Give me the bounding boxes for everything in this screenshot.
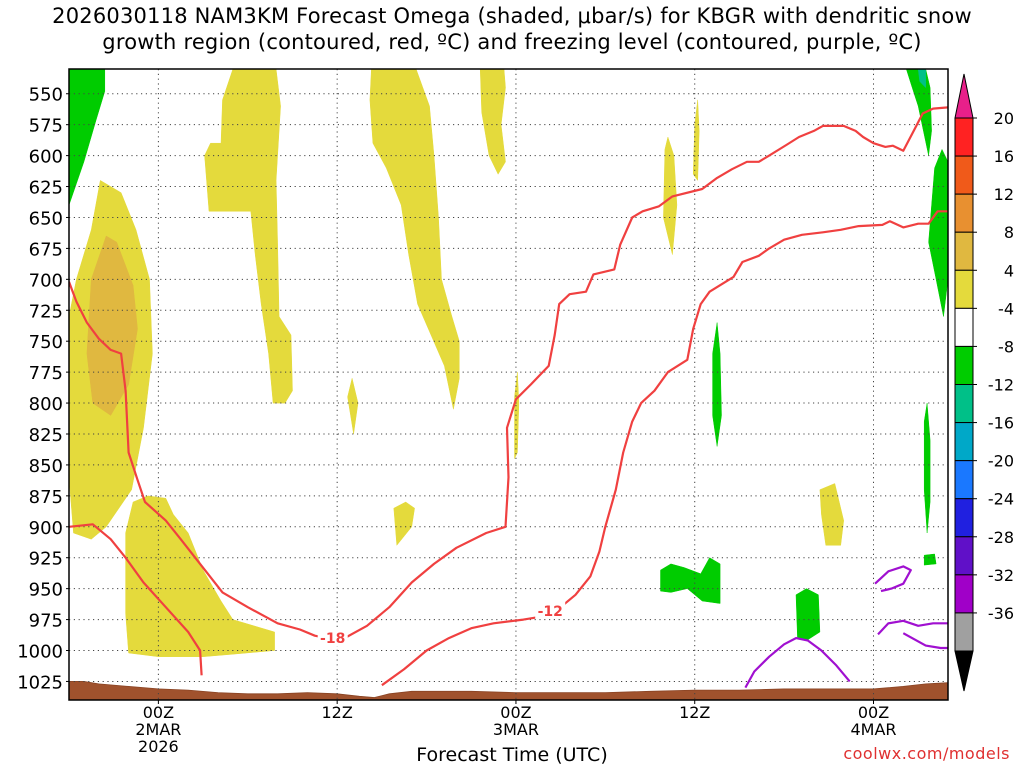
colorbar-swatch (954, 231, 974, 271)
omega-region-green-right-edge (928, 148, 948, 317)
colorbar-top-arrow (954, 73, 974, 119)
colorbar-label: -12 (988, 376, 1014, 395)
colorbar-swatch (954, 422, 974, 462)
colorbar-label: 20 (994, 109, 1014, 128)
y-tick-label: 850 (29, 456, 63, 477)
colorbar-label: 4 (1004, 261, 1014, 280)
colorbar-swatch (954, 307, 974, 347)
colorbar-swatch (954, 345, 974, 385)
omega-region-green-blob-40-43 (660, 557, 721, 604)
y-tick-label: 825 (29, 425, 63, 446)
y-tick-label: 775 (29, 363, 63, 384)
colorbar-swatch (954, 384, 974, 424)
omega-region-green-strip-57 (923, 403, 931, 534)
y-tick-label: 900 (29, 518, 63, 539)
x-tick-label: 00Z (858, 703, 889, 722)
source-credit: coolwx.com/models (843, 744, 1010, 763)
dgz-contour-1 (69, 106, 948, 640)
colorbar-label: -8 (998, 337, 1014, 356)
x-tick-label: 12Z (322, 703, 353, 722)
colorbar-label: 12 (994, 185, 1014, 204)
colorbar-label: -20 (988, 452, 1014, 471)
omega-region-green-small-57-925 (923, 553, 937, 566)
omega-region-yellow-small-49 (819, 483, 844, 546)
y-tick-label: 1000 (17, 642, 63, 663)
colorbar-label: 16 (994, 147, 1014, 166)
colorbar-swatch (954, 612, 974, 652)
freezing-contour-1 (874, 565, 912, 593)
y-tick-label: 600 (29, 147, 63, 168)
omega-region-yellow-col-19-22 (369, 69, 460, 410)
y-tick-label: 975 (29, 611, 63, 632)
dgz-contour-2 (69, 523, 203, 676)
y-tick-label: 725 (29, 301, 63, 322)
omega-region-yellow-col-8-10 (204, 69, 293, 404)
contour-label-bg (317, 628, 348, 647)
colorbar-swatch (954, 536, 974, 576)
terrain-surface (69, 681, 948, 700)
y-tick-label: 575 (29, 116, 63, 137)
x-axis-title: Forecast Time (UTC) (0, 744, 1024, 766)
y-tick-label: 625 (29, 178, 63, 199)
colorbar-label: -36 (988, 604, 1014, 623)
plot-frame (68, 68, 949, 701)
omega-region-teal-top-right (917, 69, 926, 89)
colorbar-label: -24 (988, 490, 1014, 509)
y-tick-label: 650 (29, 208, 63, 229)
colorbar-swatch (954, 193, 974, 233)
colorbar-label: 8 (1004, 223, 1014, 242)
freezing-contour-3 (902, 632, 948, 650)
omega-region-yellow-small-895 (393, 501, 415, 546)
freezing-contour-2 (877, 619, 948, 636)
x-tick-label: 2MAR (135, 720, 181, 739)
colorbar-swatch (954, 117, 974, 157)
colorbar-label: -4 (998, 299, 1014, 318)
colorbar-swatch (954, 574, 974, 614)
chart-title-line2: growth region (contoured, red, ºC) and f… (102, 30, 922, 54)
omega-region-green-top-left (69, 69, 106, 206)
x-tick-label: 12Z (679, 703, 710, 722)
omega-region-yellow-small-803 (347, 378, 359, 435)
omega-region-green-strip-43 (712, 322, 722, 447)
omega-region-green-blob-49 (795, 588, 821, 641)
x-tick-label: 00Z (143, 703, 174, 722)
omega-region-green-top-right (906, 69, 932, 156)
colorbar-label: -28 (988, 528, 1014, 547)
omega-region-yellow-strip-39 (663, 136, 678, 255)
x-tick-label: 4MAR (850, 720, 896, 739)
y-tick-label: 800 (29, 394, 63, 415)
colorbar-label: -32 (988, 566, 1014, 585)
colorbar-swatch (954, 269, 974, 309)
x-tick-label: 2026 (138, 737, 179, 756)
contour-label-bg (535, 600, 566, 619)
omega-region-yellow-strip-30 (514, 372, 520, 459)
y-tick-label: 950 (29, 580, 63, 601)
colorbar-label: -16 (988, 414, 1014, 433)
y-tick-label: 925 (29, 549, 63, 570)
x-tick-label: 3MAR (493, 720, 539, 739)
colorbar-swatch (954, 155, 974, 195)
freezing-contour-0 (744, 637, 851, 689)
colorbar-swatch (954, 498, 974, 538)
chart-title-line1: 2026030118 NAM3KM Forecast Omega (shaded… (52, 4, 972, 28)
y-tick-label: 675 (29, 239, 63, 260)
colorbar-bottom-arrow (954, 650, 974, 692)
dgz-contour-0 (381, 210, 948, 687)
dgz-contour-label: -12 (538, 604, 563, 620)
y-tick-label: 550 (29, 85, 63, 106)
y-tick-label: 1025 (17, 672, 63, 693)
colorbar-swatch (954, 460, 974, 500)
omega-region-yellow-bottom-left (125, 495, 275, 657)
x-axis-title-text: Forecast Time (UTC) (416, 744, 608, 766)
omega-region-yellow-col-27-29 (479, 69, 506, 175)
y-tick-label: 750 (29, 332, 63, 353)
omega-region-orange-left-core (86, 235, 138, 416)
dgz-contour-label: -18 (320, 631, 345, 647)
y-tick-label: 700 (29, 270, 63, 291)
x-tick-label: 00Z (500, 703, 531, 722)
omega-region-yellow-strip-41 (692, 99, 700, 182)
y-tick-label: 875 (29, 487, 63, 508)
